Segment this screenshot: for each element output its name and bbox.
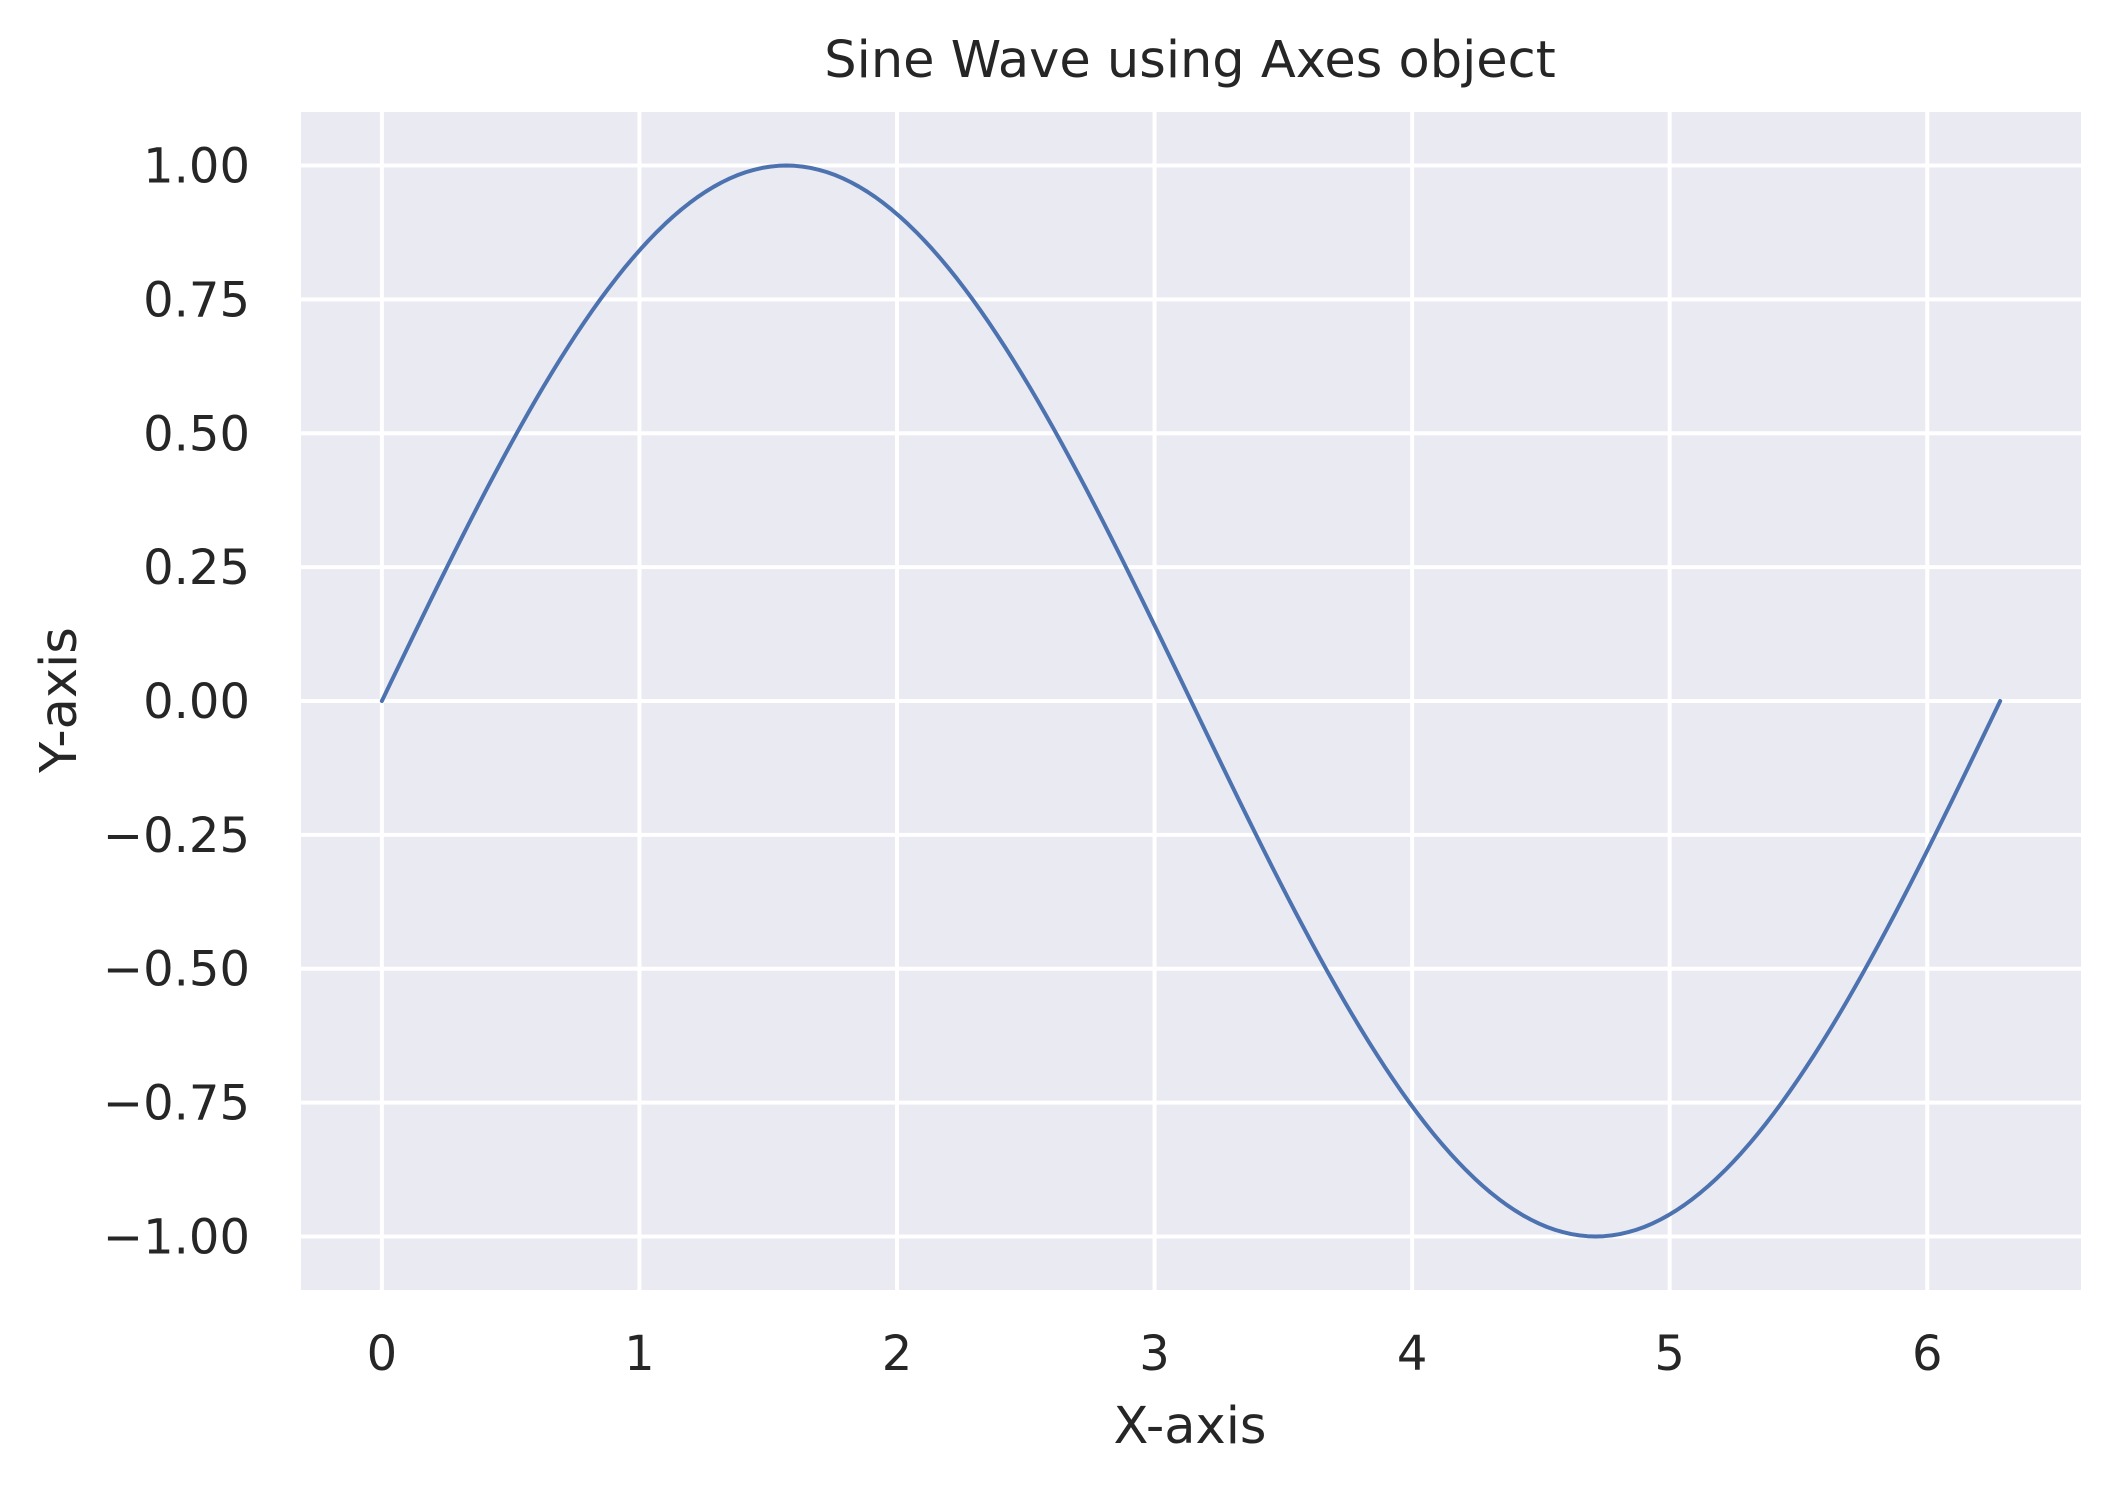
y-tick-label: −0.25 (103, 808, 250, 864)
y-gridlines (301, 163, 2081, 1239)
y-tick-label: −0.75 (103, 1076, 250, 1132)
chart-title: Sine Wave using Axes object (824, 31, 1555, 90)
x-tick-label: 3 (1139, 1326, 1170, 1382)
y-tick-label: 0.00 (143, 674, 250, 730)
x-tick-label: 4 (1397, 1326, 1428, 1382)
x-axis-label: X-axis (1114, 1397, 1267, 1456)
sine-wave-line (379, 163, 2003, 1239)
y-tick-label: 0.50 (143, 406, 250, 462)
x-tick-labels: 0 1 2 3 4 5 6 (367, 1326, 1943, 1382)
x-tick-label: 5 (1654, 1326, 1685, 1382)
y-tick-label: 0.75 (143, 272, 250, 328)
x-tick-label: 1 (624, 1326, 655, 1382)
y-tick-label: −1.00 (103, 1209, 250, 1265)
y-axis-label: Y-axis (30, 627, 89, 774)
y-tick-labels: 1.00 0.75 0.50 0.25 0.00 −0.25 −0.50 −0.75 −1.00 (103, 139, 250, 1266)
y-tick-label: 0.25 (143, 540, 250, 596)
x-tick-label: 6 (1912, 1326, 1943, 1382)
y-tick-label: −0.50 (103, 942, 250, 998)
x-tick-label: 0 (367, 1326, 398, 1382)
x-tick-label: 2 (882, 1326, 913, 1382)
y-tick-label: 1.00 (143, 139, 250, 195)
